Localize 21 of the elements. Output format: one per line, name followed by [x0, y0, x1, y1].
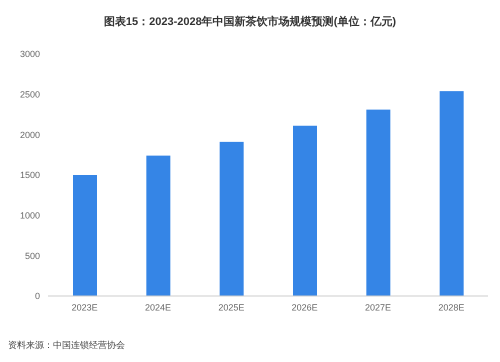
y-tick-label: 500 [24, 250, 40, 261]
bar [293, 126, 317, 296]
y-tick-label: 3000 [20, 49, 40, 60]
bar [73, 175, 97, 296]
y-tick-label: 1000 [20, 210, 40, 221]
x-tick-label: 2023E [72, 302, 98, 312]
x-tick-label: 2024E [144, 302, 172, 312]
y-tick-label: 2000 [20, 130, 40, 140]
text: 资料来源：中国连锁经营协会 [8, 339, 125, 352]
bar [146, 156, 170, 296]
x-tick-label: 2028E [438, 302, 464, 312]
y-tick-label: 0 [34, 291, 40, 302]
chart-title: 图表15：2023-2028年中国新茶饮市场规模预测(单位：亿元) [102, 14, 398, 30]
x-tick-label: 2025E [218, 302, 244, 312]
x-tick-label: 2027E [364, 302, 392, 312]
bar [440, 91, 464, 296]
y-tick-label: 1500 [20, 170, 40, 180]
x-tick-label: 2026E [292, 302, 318, 312]
bar [220, 142, 244, 296]
bar [366, 110, 390, 296]
y-tick-label: 2500 [20, 90, 40, 100]
